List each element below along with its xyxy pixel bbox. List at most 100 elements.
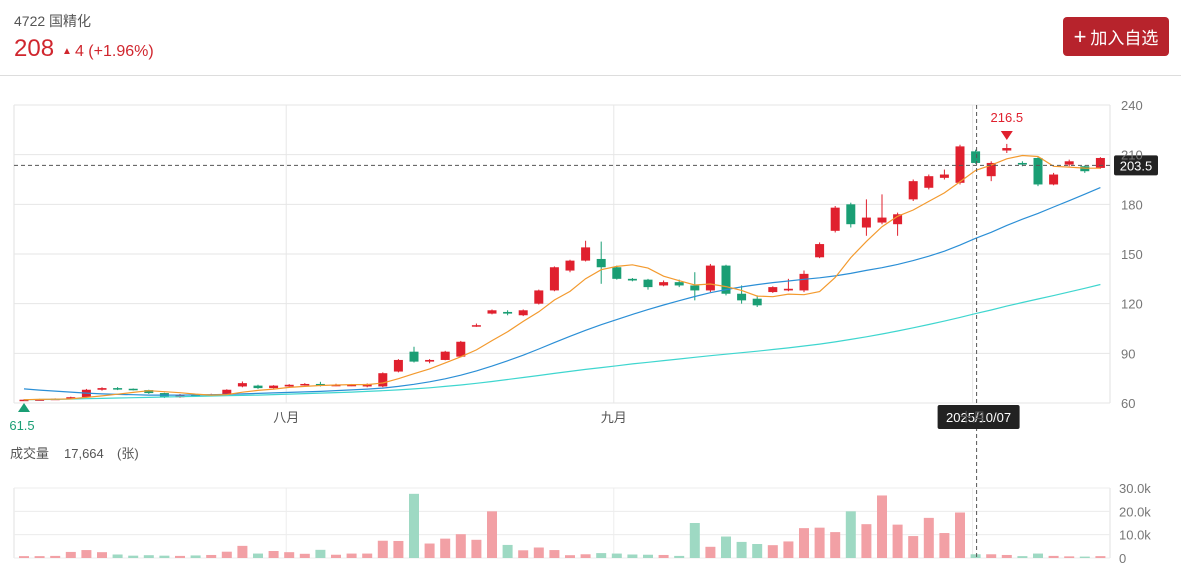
candle-body (300, 383, 310, 386)
volume-axis-tick-label: 30.0k (1119, 481, 1151, 496)
volume-bar (830, 532, 841, 558)
candle-body (503, 311, 513, 314)
candle-body (471, 325, 481, 327)
volume-bar (689, 523, 700, 558)
volume-bar (861, 524, 872, 558)
price-axis-tick-label: 180 (1121, 197, 1143, 212)
add-to-watchlist-button[interactable]: + 加入自选 (1063, 17, 1169, 56)
candle-body (877, 217, 887, 223)
price-axis-tick-label: 60 (1121, 396, 1135, 411)
volume-bar (128, 555, 139, 558)
volume-bar (81, 550, 92, 558)
volume-bar (50, 555, 61, 558)
candle-body (1017, 162, 1027, 165)
candle-body (237, 383, 247, 387)
candle-body (534, 290, 544, 304)
candle-body (955, 146, 965, 183)
volume-bar (721, 536, 731, 558)
volume-bar (845, 511, 856, 558)
crosshair-price-tag (1114, 155, 1158, 176)
candle-body (35, 399, 45, 401)
ma5-line (23, 154, 1101, 401)
volume-bar (206, 554, 217, 558)
volume-bar (565, 555, 575, 558)
volume-bar (611, 553, 622, 558)
crosshair-date-label: 2025/10/07 (946, 410, 1011, 425)
candle-body (19, 399, 29, 402)
volume-bar (393, 540, 404, 558)
volume-bar (643, 554, 653, 558)
candle-body (487, 310, 497, 314)
volume-bar (658, 554, 669, 558)
volume-bar (627, 554, 638, 558)
candle-body (315, 383, 325, 386)
candle-body (752, 298, 762, 306)
candle-body (144, 390, 154, 394)
candle-body (581, 247, 591, 261)
volume-axis-tick-label: 0 (1119, 551, 1126, 566)
volume-bar (923, 517, 934, 558)
price-change-value: 4 (+1.96%) (74, 43, 154, 60)
candle-body (66, 397, 76, 399)
candle-body (1095, 157, 1105, 168)
candle-body (612, 267, 622, 279)
candle-body (939, 174, 949, 178)
candle-body (1080, 166, 1090, 172)
plus-icon: + (1073, 23, 1087, 49)
volume-bar (502, 544, 513, 558)
candle-body (846, 204, 856, 225)
volume-bar (253, 553, 263, 558)
stock-name: 4722 国精化 (14, 13, 92, 29)
volume-bar (549, 550, 560, 558)
volume-bar (346, 553, 357, 558)
volume-bar (892, 524, 903, 558)
candle-body (596, 258, 606, 268)
up-triangle-icon: ▲ (62, 46, 72, 57)
month-axis-label: 九月 (601, 410, 627, 425)
volume-bar (533, 547, 544, 558)
candle-body (393, 359, 403, 372)
volume-bar (237, 545, 248, 558)
volume-bar (518, 550, 529, 558)
candle-body (1002, 148, 1012, 151)
volume-title: 成交量 (10, 446, 49, 461)
candle-body (986, 162, 996, 177)
crosshair-date-tag (937, 405, 1020, 429)
volume-bar (284, 552, 295, 558)
volume-bar (424, 543, 435, 558)
volume-bar (799, 528, 809, 558)
volume-value: 17,664 (64, 446, 104, 461)
volume-bar (783, 541, 794, 558)
ma60-line (23, 283, 1101, 401)
volume-bar (409, 493, 419, 558)
candle-body (440, 351, 450, 360)
candle-body (768, 287, 778, 293)
volume-bar (487, 511, 497, 558)
candle-body (721, 265, 731, 294)
volume-bar (331, 554, 341, 558)
volume-bar (877, 495, 887, 558)
price-axis-tick-label: 120 (1121, 297, 1143, 312)
stock-header: 4722 国精化 208 ▲ 4 (+1.96%) + 加入自选 (0, 0, 1181, 76)
month-axis-label: 十月 (960, 410, 986, 425)
volume-bar (221, 551, 232, 558)
candle-body (284, 384, 294, 387)
volume-bar (1064, 556, 1075, 558)
candle-body (690, 285, 700, 291)
candle-body (549, 267, 559, 291)
candle-body (1049, 174, 1059, 185)
min-marker-icon (18, 403, 30, 412)
volume-bar (97, 552, 107, 558)
price-axis-tick-label: 90 (1121, 346, 1135, 361)
candle-body (565, 260, 575, 271)
candle-body (799, 273, 809, 291)
volume-bar (596, 553, 607, 558)
volume-bar (471, 539, 482, 558)
candle-body (737, 293, 747, 301)
volume-bar (674, 555, 685, 558)
volume-bar (159, 555, 170, 558)
candle-body (269, 385, 279, 389)
volume-bar (315, 549, 326, 558)
volume-bar (175, 555, 185, 558)
